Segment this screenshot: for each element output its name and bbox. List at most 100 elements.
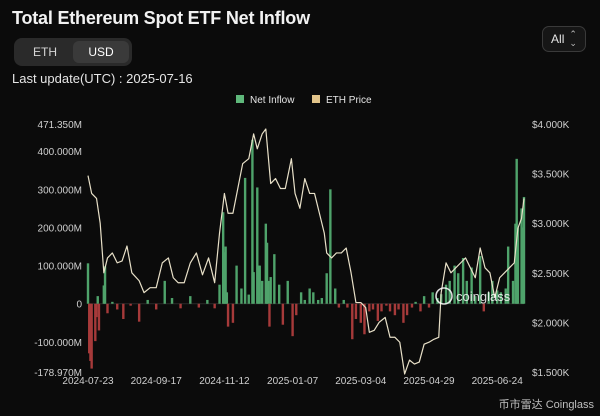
net-inflow-bar xyxy=(106,303,109,314)
net-inflow-bar xyxy=(496,290,499,304)
net-inflow-bar xyxy=(325,273,328,304)
net-inflow-bar xyxy=(521,227,524,304)
net-inflow-bar xyxy=(116,303,119,310)
net-inflow-bar xyxy=(170,298,174,304)
net-inflow-bar xyxy=(189,296,192,304)
net-inflow-bar xyxy=(96,296,99,304)
footer-watermark: 币市雷达 Coinglass xyxy=(499,396,594,412)
net-inflow-bar xyxy=(504,288,507,304)
net-inflow-bar xyxy=(122,303,125,319)
y-left-tick-label: 0 xyxy=(76,300,82,311)
net-inflow-bar xyxy=(308,288,311,304)
net-inflow-bar xyxy=(511,280,515,304)
net-inflow-bar xyxy=(453,265,456,304)
x-tick-label: 2024-07-23 xyxy=(62,376,114,387)
net-inflow-bar xyxy=(522,196,526,304)
net-inflow-bar xyxy=(268,303,271,327)
y-left-tick-label: -178.970M xyxy=(34,368,82,379)
net-inflow-bar xyxy=(320,298,324,304)
net-inflow-bar xyxy=(444,284,448,304)
y-right-tick-label: $1.500K xyxy=(532,368,570,379)
net-inflow-bar xyxy=(380,303,383,312)
net-inflow-bar xyxy=(470,267,473,304)
net-inflow-bar xyxy=(137,303,141,322)
y-left-tick-label: 471.350M xyxy=(38,120,82,131)
range-select[interactable]: All ⌃ ⌄ xyxy=(542,26,586,52)
legend-swatch-eth-price xyxy=(312,95,320,103)
net-inflow-bar xyxy=(514,223,517,304)
net-inflow-bar xyxy=(337,303,341,308)
net-inflow-bar xyxy=(363,303,366,335)
net-inflow-bar xyxy=(312,292,315,304)
net-inflow-bar xyxy=(515,158,518,304)
net-inflow-bar xyxy=(351,303,354,340)
net-inflow-bar xyxy=(94,303,97,342)
net-inflow-bar xyxy=(487,292,490,304)
net-inflow-bar xyxy=(281,303,285,325)
net-inflow-bar xyxy=(461,257,465,304)
legend-label-eth-price: ETH Price xyxy=(326,95,372,106)
net-inflow-bar xyxy=(235,265,238,304)
net-inflow-bar xyxy=(86,263,90,304)
chart-legend: Net Inflow ETH Price xyxy=(236,95,372,106)
net-inflow-bar xyxy=(273,254,276,304)
net-inflow-bar xyxy=(359,303,362,323)
net-inflow-bar xyxy=(223,252,226,304)
net-inflow-bar xyxy=(224,246,227,304)
net-inflow-bar xyxy=(155,303,158,310)
net-inflow-bar xyxy=(197,303,201,308)
net-inflow-bar xyxy=(346,303,349,308)
net-inflow-bar xyxy=(163,280,166,304)
net-inflow-bar xyxy=(410,303,414,308)
x-tick-label: 2025-06-24 xyxy=(472,376,524,387)
net-inflow-bar xyxy=(405,303,409,316)
x-tick-label: 2025-04-29 xyxy=(403,376,455,387)
net-inflow-bar xyxy=(448,280,451,304)
net-inflow-bar xyxy=(393,303,397,316)
net-inflow-bar xyxy=(240,288,243,304)
net-inflow-bar xyxy=(376,303,380,321)
net-inflow-bar xyxy=(316,299,320,304)
net-inflow-bar xyxy=(465,280,468,304)
coinglass-watermark: coinglass xyxy=(435,287,511,305)
net-inflow-bar xyxy=(278,284,281,304)
net-inflow-bar xyxy=(371,303,375,310)
net-inflow-bar xyxy=(225,292,229,304)
net-inflow-bar xyxy=(457,273,460,304)
range-select-value: All xyxy=(551,32,565,46)
net-inflow-bar xyxy=(247,294,250,304)
net-inflow-bar xyxy=(397,303,400,310)
net-inflow-bar xyxy=(491,280,494,304)
y-left-tick-label: -100.000M xyxy=(34,338,82,349)
net-inflow-bar xyxy=(286,280,289,304)
net-inflow-bar xyxy=(334,288,337,304)
net-inflow-bar xyxy=(267,280,270,304)
net-inflow-bar xyxy=(402,303,405,323)
net-inflow-bar xyxy=(265,242,269,304)
net-inflow-bar xyxy=(427,303,431,308)
net-inflow-bar xyxy=(179,303,182,309)
net-inflow-bar xyxy=(258,265,261,304)
net-inflow-bar xyxy=(102,285,106,304)
net-inflow-bar xyxy=(291,303,294,337)
unit-option-usd[interactable]: USD xyxy=(73,41,129,63)
coinglass-logo-icon xyxy=(435,287,453,305)
net-inflow-bar xyxy=(329,189,332,304)
net-inflow-bar xyxy=(243,177,247,304)
y-left-tick-label: 400.000M xyxy=(38,147,82,158)
unit-option-eth[interactable]: ETH xyxy=(33,45,57,59)
footer-watermark-text: 币市雷达 Coinglass xyxy=(498,399,594,411)
net-inflow-bar xyxy=(221,212,225,304)
last-update-text: Last update(UTC) : 2025-07-16 xyxy=(12,71,193,86)
net-inflow-bar xyxy=(89,303,92,361)
net-inflow-bar xyxy=(90,303,93,369)
net-inflow-bar xyxy=(385,303,388,306)
net-inflow-bar xyxy=(482,303,486,312)
net-inflow-bar xyxy=(103,266,107,304)
net-inflow-bar xyxy=(264,223,268,304)
net-inflow-bar xyxy=(269,277,272,304)
legend-label-net-inflow: Net Inflow xyxy=(250,95,295,106)
eth-price-line xyxy=(87,128,525,375)
net-inflow-bar xyxy=(95,303,98,318)
